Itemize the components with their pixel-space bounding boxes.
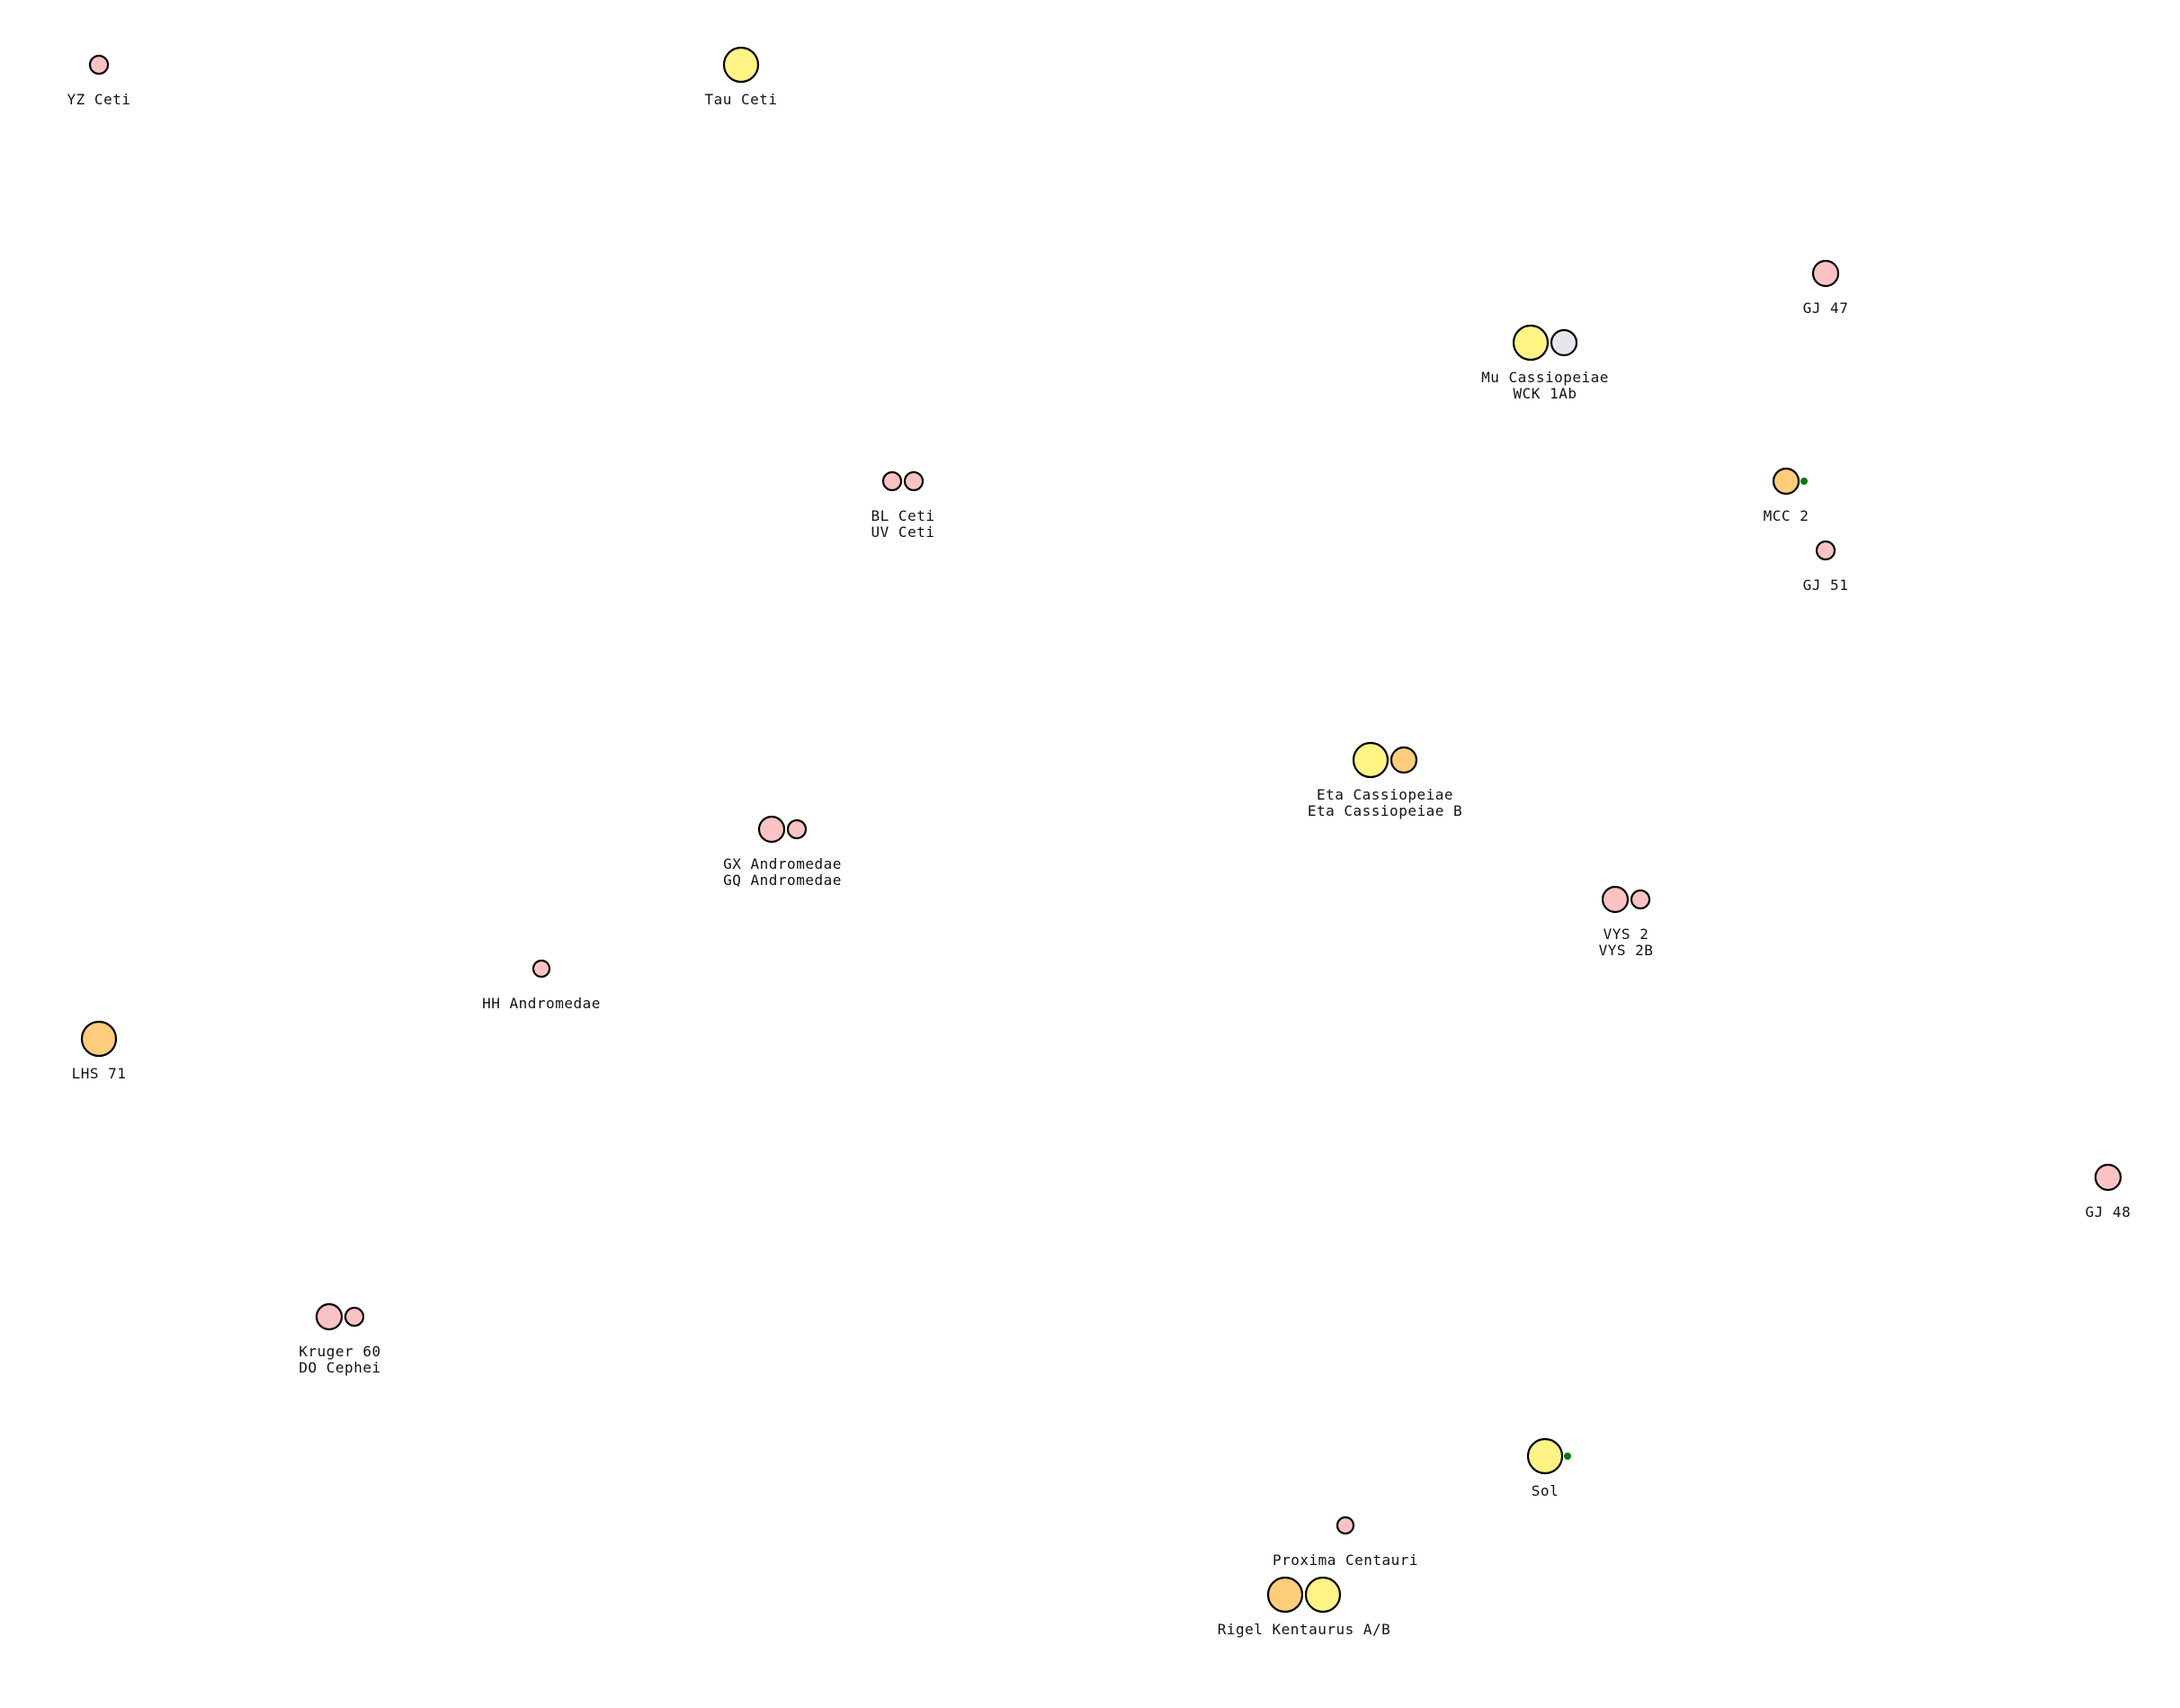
system-label-sol: Sol xyxy=(1532,1482,1559,1499)
system-label-vys-2: VYS 2 xyxy=(1604,926,1649,943)
star-pink-icon xyxy=(532,959,551,979)
star-pink-icon xyxy=(1601,885,1630,914)
system-label-gj-47: GJ 47 xyxy=(1803,300,1849,317)
system-label-gx-andromedae: GQ Andromedae xyxy=(723,872,842,889)
star-orange-icon xyxy=(80,1020,118,1058)
star-system-mcc-2: MCC 2 xyxy=(1764,467,1809,524)
star-yellow-icon xyxy=(1526,1437,1564,1475)
star-pink-icon xyxy=(881,470,903,492)
system-label-bl-ceti: BL Ceti xyxy=(871,507,935,524)
system-label-kruger-60: Kruger 60 xyxy=(299,1343,380,1360)
star-system-proxima-centauri: Proxima Centauri xyxy=(1273,1516,1418,1569)
system-label-gj-48: GJ 48 xyxy=(2086,1203,2131,1221)
planet-dot-icon xyxy=(1800,478,1808,485)
star-yellow-icon xyxy=(1304,1576,1342,1614)
star-system-rigel-kentaurus: Rigel Kentaurus A/B xyxy=(1218,1576,1391,1638)
star-pink-icon xyxy=(344,1306,365,1328)
star-system-gj-48: GJ 48 xyxy=(2086,1163,2131,1221)
system-label-kruger-60: DO Cephei xyxy=(299,1359,380,1376)
star-pink-icon xyxy=(786,818,808,840)
system-label-yz-ceti: YZ Ceti xyxy=(67,91,131,108)
star-yellow-icon xyxy=(722,46,760,84)
system-label-vys-2: VYS 2B xyxy=(1599,942,1654,959)
system-label-proxima-centauri: Proxima Centauri xyxy=(1273,1552,1418,1569)
star-system-gj-51: GJ 51 xyxy=(1803,540,1849,594)
star-pink-icon xyxy=(903,470,925,492)
star-pink-icon xyxy=(1815,540,1836,561)
star-system-sol: Sol xyxy=(1526,1437,1571,1499)
star-system-lhs-71: LHS 71 xyxy=(72,1020,127,1082)
system-label-lhs-71: LHS 71 xyxy=(72,1065,127,1082)
system-label-hh-andromedae: HH Andromedae xyxy=(482,995,601,1012)
system-label-gj-51: GJ 51 xyxy=(1803,577,1849,594)
system-label-eta-cassiopeiae: Eta Cassiopeiae xyxy=(1317,786,1453,803)
system-label-eta-cassiopeiae: Eta Cassiopeiae B xyxy=(1308,802,1462,819)
star-pink-icon xyxy=(88,54,110,76)
star-orange-icon xyxy=(1772,467,1800,496)
star-orange-icon xyxy=(1266,1576,1304,1614)
star-orange-icon xyxy=(1389,746,1418,774)
star-pink-icon xyxy=(315,1302,344,1331)
system-label-rigel-kentaurus: Rigel Kentaurus A/B xyxy=(1218,1621,1391,1638)
star-system-tau-ceti: Tau Ceti xyxy=(704,46,777,108)
planet-dot-icon xyxy=(1564,1453,1571,1460)
star-system-yz-ceti: YZ Ceti xyxy=(67,54,131,108)
system-label-tau-ceti: Tau Ceti xyxy=(704,91,777,108)
system-label-gx-andromedae: GX Andromedae xyxy=(723,855,842,872)
system-label-mu-cassiopeiae: WCK 1Ab xyxy=(1514,385,1577,402)
star-system-gj-47: GJ 47 xyxy=(1803,259,1849,317)
star-pink-icon xyxy=(2094,1163,2122,1192)
star-pink-icon xyxy=(1811,259,1840,288)
star-pink-icon xyxy=(757,815,786,844)
star-yellow-icon xyxy=(1352,741,1389,779)
star-white-icon xyxy=(1550,328,1578,357)
system-label-mcc-2: MCC 2 xyxy=(1764,507,1809,524)
star-pink-icon xyxy=(1630,889,1651,910)
star-yellow-icon xyxy=(1512,324,1550,362)
star-pink-icon xyxy=(1336,1516,1355,1535)
system-label-bl-ceti: UV Ceti xyxy=(871,523,935,541)
system-label-mu-cassiopeiae: Mu Cassiopeiae xyxy=(1481,369,1609,386)
star-system-hh-andromedae: HH Andromedae xyxy=(482,959,601,1012)
